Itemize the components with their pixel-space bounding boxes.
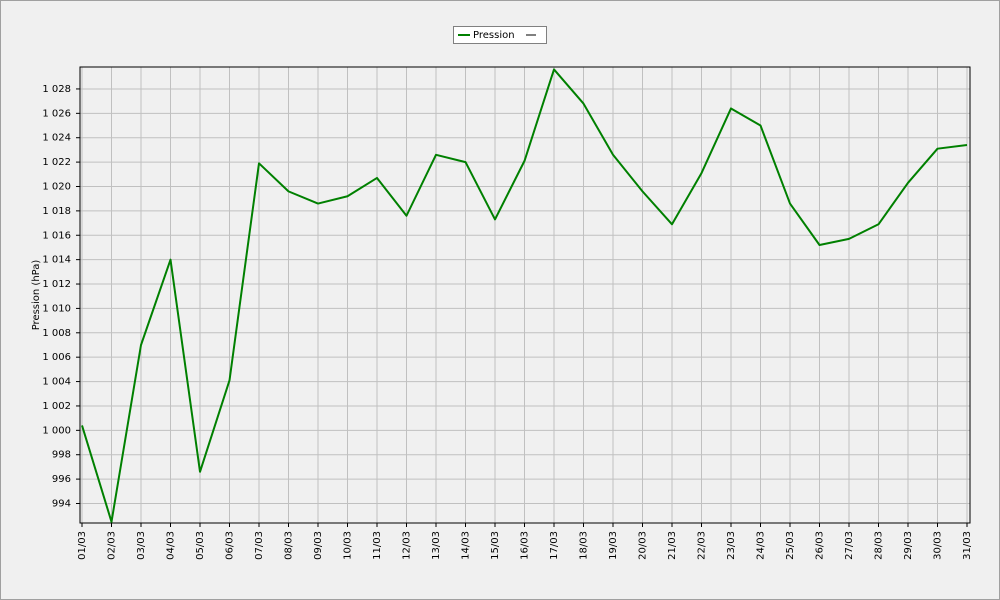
y-tick-label: 1 028 — [42, 84, 71, 95]
x-tick-label: 04/03 — [166, 531, 177, 560]
y-tick-label: 1 002 — [42, 401, 71, 412]
y-tick-label: 1 024 — [42, 133, 71, 144]
x-tick-label: 26/03 — [815, 531, 826, 560]
y-tick-label: 1 020 — [42, 181, 71, 192]
y-tick-label: 1 004 — [42, 377, 71, 388]
x-tick-label: 19/03 — [608, 531, 619, 560]
x-tick-label: 31/03 — [962, 531, 973, 560]
y-tick-label: 998 — [52, 450, 71, 461]
x-tick-label: 16/03 — [520, 531, 531, 560]
y-tick-label: 1 010 — [42, 303, 71, 314]
y-tick-label: 1 026 — [42, 108, 71, 119]
y-axis-label: Pression (hPa) — [31, 260, 42, 331]
legend — [453, 26, 547, 44]
y-tick-label: 1 018 — [42, 206, 71, 217]
y-tick-label: 1 014 — [42, 255, 71, 266]
x-tick-label: 05/03 — [195, 531, 206, 560]
x-tick-label: 30/03 — [933, 531, 944, 560]
x-tick-label: 28/03 — [874, 531, 885, 560]
x-tick-label: 17/03 — [549, 531, 560, 560]
y-tick-label: 1 016 — [42, 230, 71, 241]
y-tick-label: 1 012 — [42, 279, 71, 290]
series-line — [81, 68, 968, 523]
x-tick-label: 07/03 — [254, 531, 265, 560]
x-tick-label: 27/03 — [844, 531, 855, 560]
x-tick-label: 09/03 — [313, 531, 324, 560]
x-tick-label: 11/03 — [372, 531, 383, 560]
y-tick-label: 1 000 — [42, 425, 71, 436]
x-tick-label: 14/03 — [461, 531, 472, 560]
x-tick-label: 01/03 — [77, 531, 88, 560]
y-tick-label: 994 — [52, 498, 71, 509]
x-tick-label: 21/03 — [667, 531, 678, 560]
x-tick-label: 08/03 — [284, 531, 295, 560]
x-tick-label: 29/03 — [903, 531, 914, 560]
y-tick-label: 1 006 — [42, 352, 71, 363]
x-tick-label: 20/03 — [638, 531, 649, 560]
x-tick-label: 18/03 — [579, 531, 590, 560]
x-tick-label: 12/03 — [402, 531, 413, 560]
x-tick-label: 06/03 — [225, 531, 236, 560]
y-tick-label: 1 022 — [42, 157, 71, 168]
legend-label: Pression — [473, 30, 515, 41]
x-tick-label: 15/03 — [490, 531, 501, 560]
x-tick-label: 13/03 — [431, 531, 442, 560]
x-tick-label: 03/03 — [136, 531, 147, 560]
x-tick-label: 22/03 — [697, 531, 708, 560]
x-tick-label: 10/03 — [343, 531, 354, 560]
x-tick-label: 25/03 — [785, 531, 796, 560]
x-tick-label: 23/03 — [726, 531, 737, 560]
x-tick-label: 02/03 — [107, 531, 118, 560]
y-tick-label: 996 — [52, 474, 71, 485]
x-tick-label: 24/03 — [756, 531, 767, 560]
y-tick-label: 1 008 — [42, 328, 71, 339]
